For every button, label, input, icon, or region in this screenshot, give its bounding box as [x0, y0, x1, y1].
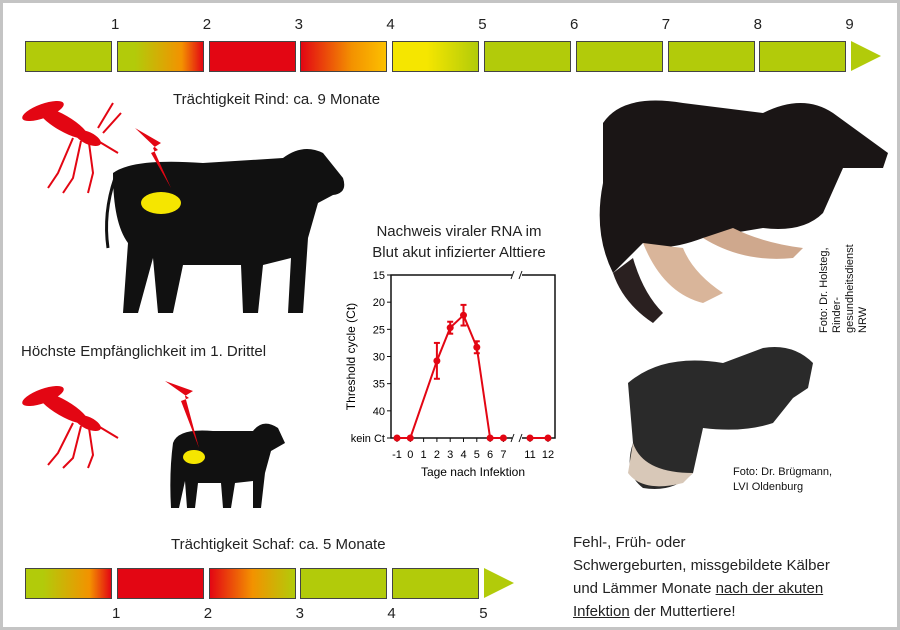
conclusion-text: Fehl-, Früh- oder Schwergeburten, missge… — [573, 531, 830, 623]
month-label: 2 — [202, 16, 212, 33]
y-tick-label: 40 — [373, 406, 385, 418]
y-tick-label: 20 — [373, 297, 385, 309]
underlined-text: Infektion — [573, 603, 630, 620]
data-point — [486, 434, 494, 442]
calf-photo — [599, 100, 888, 323]
x-tick-label: 6 — [487, 449, 493, 461]
chart-title: Nachweis viraler RNA im Blut akut infizi… — [371, 221, 547, 263]
x-tick-label: 1 — [421, 449, 427, 461]
mosquito-icon — [22, 101, 122, 194]
axis-break — [512, 435, 522, 441]
illustrations — [22, 100, 888, 508]
month-segment-5 — [392, 41, 480, 72]
axis-break-mark — [510, 270, 515, 280]
x-tick-label: 5 — [474, 449, 480, 461]
infection-site-cow — [141, 192, 181, 214]
timeline-arrow — [851, 41, 882, 71]
x-tick-label: 3 — [447, 449, 453, 461]
conclusion-line: Schwergeburten, missgebildete Kälber — [573, 557, 830, 574]
month-segment-3 — [208, 568, 296, 599]
month-label: 4 — [387, 605, 396, 622]
sheep-caption: Trächtigkeit Schaf: ca. 5 Monate — [171, 536, 386, 553]
month-label: 7 — [661, 16, 671, 33]
axis-break-mark — [510, 433, 515, 443]
month-label: 6 — [570, 16, 579, 33]
month-segment-2 — [116, 41, 204, 72]
y-tick-label: kein Ct — [351, 433, 385, 445]
x-tick-label: 12 — [542, 449, 554, 461]
data-point — [526, 434, 534, 442]
month-label: 5 — [479, 605, 488, 622]
data-point — [393, 434, 401, 442]
data-point — [460, 311, 467, 319]
month-label: 5 — [478, 16, 487, 33]
month-segment-7 — [575, 41, 663, 72]
month-label: 1 — [112, 605, 121, 622]
underlined-text: nach der akuten — [715, 580, 824, 597]
x-tick-label: 4 — [460, 449, 466, 461]
conclusion-line: Fehl-, Früh- oder — [573, 534, 686, 551]
month-segment-6 — [484, 41, 571, 72]
data-point — [433, 357, 441, 365]
month-label: 3 — [294, 16, 303, 33]
y-axis-label: Threshold cycle (Ct) — [344, 303, 358, 410]
month-segment-8 — [667, 41, 755, 72]
x-tick-label: 11 — [524, 449, 535, 461]
month-label: 3 — [295, 605, 304, 622]
axis-break — [512, 272, 522, 278]
month-segment-2 — [116, 568, 204, 599]
month-label: 8 — [753, 16, 762, 33]
data-point — [544, 434, 552, 442]
y-tick-label: 25 — [373, 324, 385, 336]
y-tick-label: 35 — [373, 379, 385, 391]
conclusion-line: und Lämmer Monate nach der akuten — [573, 577, 830, 600]
data-point — [473, 343, 481, 351]
month-label: 4 — [386, 16, 395, 33]
month-segment-9 — [759, 41, 847, 72]
x-tick-label: 0 — [407, 449, 413, 461]
cow-silhouette — [105, 149, 345, 313]
infection-site-sheep — [183, 450, 205, 464]
y-tick-label: 15 — [373, 270, 385, 282]
cattle-caption: Trächtigkeit Rind: ca. 9 Monate — [173, 91, 381, 108]
axis-break-mark — [518, 433, 523, 443]
lamb-photo-credit: Foto: Dr. Brügmann, LVI Oldenburg — [733, 465, 832, 495]
month-label: 2 — [203, 605, 213, 622]
susceptibility-text: Höchste Empfänglichkeit im 1. Drittel — [21, 343, 267, 360]
text: und Lämmer Monate — [573, 580, 716, 597]
x-tick-label: -1 — [392, 449, 402, 461]
x-tick-label: 7 — [500, 449, 506, 461]
timeline-arrow — [484, 568, 514, 598]
lightning-icon — [135, 128, 171, 188]
month-segment-1 — [25, 568, 112, 599]
chart-title-line2: Blut akut infizierter Alttiere — [372, 244, 546, 261]
month-segment-4 — [300, 568, 388, 599]
month-segment-5 — [392, 568, 480, 599]
y-tick-label: 30 — [373, 352, 385, 364]
sheep-silhouette — [170, 423, 285, 508]
plot-frame — [390, 274, 556, 439]
data-point — [406, 434, 414, 442]
month-segment-3 — [208, 41, 296, 72]
data-line — [397, 313, 504, 439]
mosquito-icon — [22, 386, 119, 469]
credit-line: Foto: Dr. Brügmann, — [733, 466, 833, 478]
credit-line: LVI Oldenburg — [733, 481, 804, 493]
conclusion-line: Infektion der Muttertiere! — [573, 600, 830, 623]
chart-title-line1: Nachweis viraler RNA im — [376, 223, 542, 240]
month-segment-4 — [300, 41, 388, 72]
data-point — [499, 434, 507, 442]
month-label: 9 — [845, 16, 854, 33]
data-point — [446, 324, 454, 332]
axis-break-mark — [518, 270, 523, 280]
month-label: 1 — [111, 16, 120, 33]
x-tick-label: 2 — [434, 449, 440, 461]
text: der Muttertiere! — [629, 603, 736, 620]
month-segment-1 — [25, 41, 112, 72]
lamb-photo — [628, 347, 813, 489]
x-axis-label: Tage nach Infektion — [421, 465, 525, 479]
